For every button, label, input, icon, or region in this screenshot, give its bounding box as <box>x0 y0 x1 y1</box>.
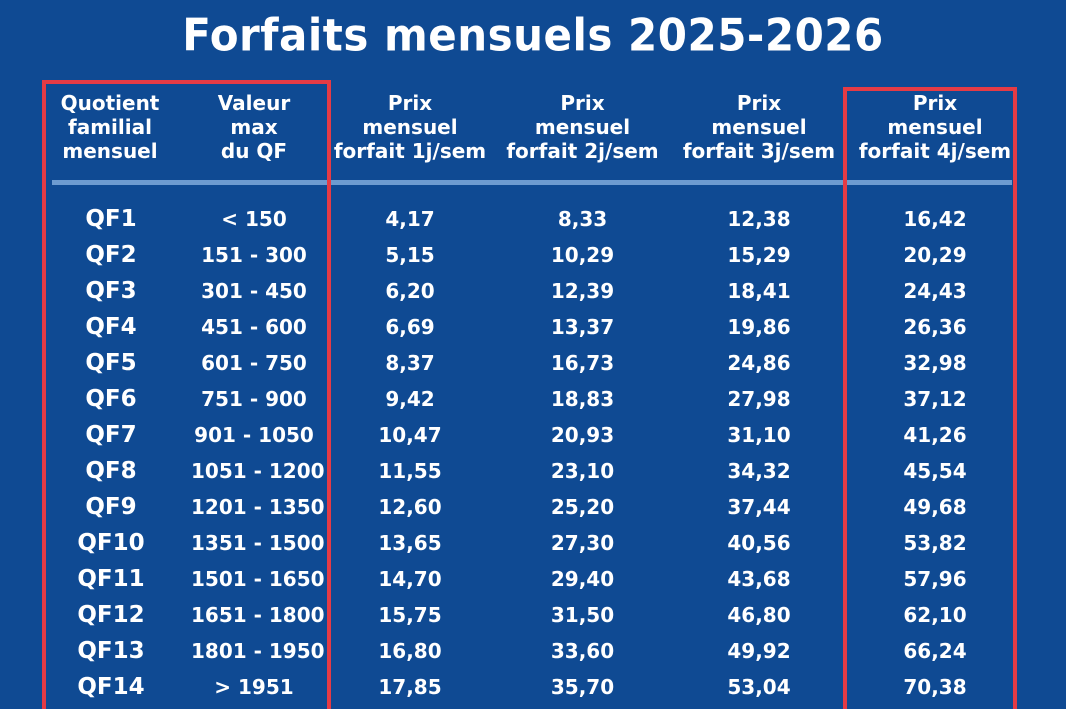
qf-range: 601 - 750 <box>201 351 307 375</box>
price-1j: 11,55 <box>378 459 442 483</box>
price-4j: 26,36 <box>903 315 967 339</box>
price-3j: 19,86 <box>727 315 791 339</box>
price-1j: 16,80 <box>378 639 442 663</box>
qf-label: QF8 <box>85 458 137 484</box>
price-4j: 70,38 <box>903 675 967 699</box>
header-divider <box>52 180 1012 185</box>
qf-label: QF7 <box>85 422 137 448</box>
qf-label: QF13 <box>77 638 145 664</box>
price-1j: 8,37 <box>385 351 435 375</box>
price-3j: 31,10 <box>727 423 791 447</box>
price-2j: 16,73 <box>550 351 615 375</box>
price-2j: 10,29 <box>550 243 615 267</box>
qf-label: QF3 <box>85 278 137 304</box>
price-4j: 24,43 <box>903 279 967 303</box>
header-forfait-4j: Prix mensuel forfait 4j/sem <box>858 91 1012 163</box>
price-4j: 20,29 <box>903 243 967 267</box>
price-2j: 23,10 <box>550 459 615 483</box>
price-2j: 12,39 <box>550 279 615 303</box>
price-3j: 15,29 <box>727 243 791 267</box>
price-3j: 18,41 <box>727 279 791 303</box>
price-1j: 4,17 <box>385 207 435 231</box>
page-title: Forfaits mensuels 2025-2026 <box>182 9 884 62</box>
qf-range: 1501 - 1650 <box>191 567 325 591</box>
price-3j: 24,86 <box>727 351 791 375</box>
price-2j: 25,20 <box>550 495 615 519</box>
price-4j: 66,24 <box>903 639 967 663</box>
qf-range: 1801 - 1950 <box>191 639 325 663</box>
qf-range: 301 - 450 <box>201 279 307 303</box>
price-4j: 41,26 <box>903 423 967 447</box>
price-4j: 37,12 <box>903 387 967 411</box>
header-quotient-familial: Quotient familial mensuel <box>60 91 160 163</box>
qf-range: 901 - 1050 <box>194 423 314 447</box>
price-4j: 62,10 <box>903 603 967 627</box>
qf-range: 751 - 900 <box>201 387 307 411</box>
qf-label: QF12 <box>77 602 145 628</box>
price-1j: 14,70 <box>378 567 442 591</box>
price-4j: 57,96 <box>903 567 967 591</box>
price-3j: 37,44 <box>727 495 791 519</box>
price-2j: 8,33 <box>557 207 608 231</box>
price-1j: 12,60 <box>378 495 442 519</box>
qf-label: QF4 <box>85 314 137 340</box>
price-2j: 13,37 <box>550 315 615 339</box>
price-2j: 33,60 <box>550 639 615 663</box>
price-1j: 13,65 <box>378 531 442 555</box>
qf-label: QF10 <box>77 530 145 556</box>
qf-range: < 150 <box>221 207 287 231</box>
price-2j: 18,83 <box>550 387 615 411</box>
qf-range: 1351 - 1500 <box>191 531 325 555</box>
qf-label: QF11 <box>77 566 145 592</box>
price-3j: 43,68 <box>727 567 791 591</box>
qf-label: QF1 <box>85 206 137 232</box>
header-forfait-2j: Prix mensuel forfait 2j/sem <box>506 91 659 163</box>
price-1j: 17,85 <box>378 675 442 699</box>
price-1j: 9,42 <box>385 387 435 411</box>
price-3j: 12,38 <box>727 207 791 231</box>
price-1j: 10,47 <box>378 423 442 447</box>
price-4j: 49,68 <box>903 495 967 519</box>
header-valeur-max: Valeur max du QF <box>217 91 291 163</box>
price-3j: 34,32 <box>727 459 791 483</box>
price-4j: 45,54 <box>903 459 967 483</box>
price-4j: 53,82 <box>903 531 967 555</box>
price-3j: 46,80 <box>727 603 791 627</box>
qf-range: 451 - 600 <box>201 315 307 339</box>
price-1j: 15,75 <box>378 603 442 627</box>
qf-label: QF5 <box>85 350 137 376</box>
price-2j: 29,40 <box>550 567 615 591</box>
price-2j: 27,30 <box>550 531 615 555</box>
qf-range: > 1951 <box>214 675 294 699</box>
header-forfait-3j: Prix mensuel forfait 3j/sem <box>682 91 836 163</box>
qf-range: 151 - 300 <box>201 243 307 267</box>
price-4j: 16,42 <box>903 207 967 231</box>
price-2j: 31,50 <box>550 603 615 627</box>
price-2j: 35,70 <box>550 675 615 699</box>
price-1j: 6,20 <box>385 279 435 303</box>
qf-range: 1051 - 1200 <box>191 459 325 483</box>
price-4j: 32,98 <box>903 351 967 375</box>
price-2j: 20,93 <box>550 423 615 447</box>
qf-label: QF6 <box>85 386 137 412</box>
qf-range: 1651 - 1800 <box>191 603 325 627</box>
price-3j: 40,56 <box>727 531 791 555</box>
qf-range: 1201 - 1350 <box>191 495 325 519</box>
price-1j: 6,69 <box>385 315 435 339</box>
qf-label: QF2 <box>85 242 137 268</box>
qf-label: QF14 <box>77 674 145 700</box>
price-3j: 27,98 <box>727 387 791 411</box>
qf-label: QF9 <box>85 494 137 520</box>
price-3j: 49,92 <box>727 639 791 663</box>
header-forfait-1j: Prix mensuel forfait 1j/sem <box>333 91 487 163</box>
price-3j: 53,04 <box>727 675 791 699</box>
price-1j: 5,15 <box>385 243 435 267</box>
